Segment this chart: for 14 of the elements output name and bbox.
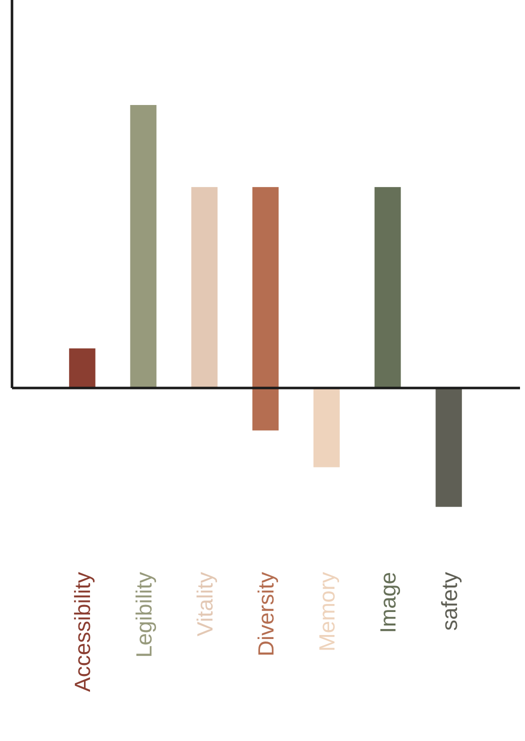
bar — [374, 187, 401, 388]
x-tick-label: Legibility — [131, 572, 156, 658]
x-tick-label: Vitality — [192, 572, 218, 636]
x-tick-label: Accessibility — [70, 572, 96, 692]
x-tick-label: safety — [436, 572, 462, 631]
x-tick-label: Memory — [314, 572, 340, 652]
bar — [191, 187, 218, 388]
bar — [313, 388, 340, 468]
x-tick-label: Diversity — [254, 572, 278, 656]
bar — [69, 348, 96, 388]
x-tick-label: Image — [376, 572, 401, 634]
bar — [130, 105, 156, 388]
bar — [252, 388, 279, 430]
bar — [436, 388, 462, 507]
